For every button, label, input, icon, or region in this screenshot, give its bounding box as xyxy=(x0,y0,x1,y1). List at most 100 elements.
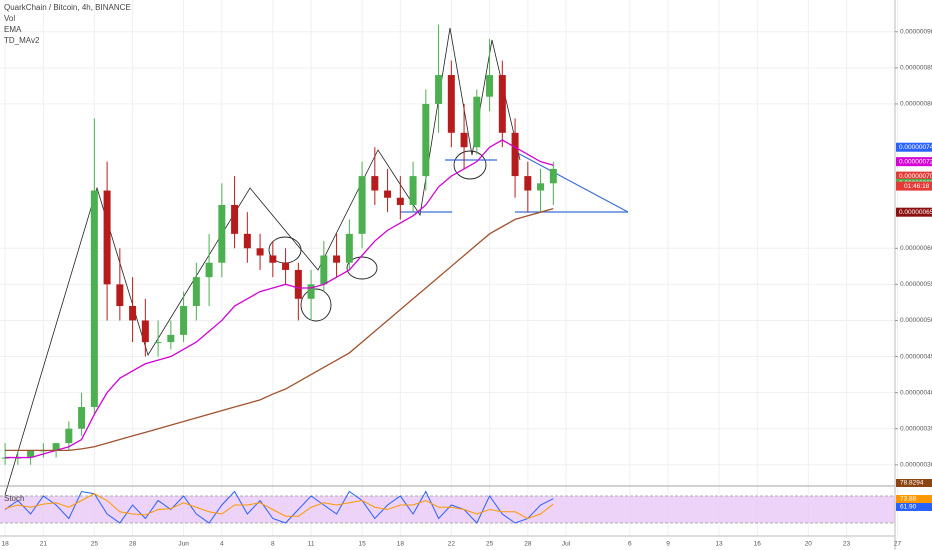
legend-item: EMA xyxy=(4,25,22,34)
candle-body xyxy=(154,342,162,344)
candle-body xyxy=(511,132,519,177)
candle-body xyxy=(90,190,98,408)
candle-body xyxy=(473,96,481,148)
x-tick-label: 8 xyxy=(271,541,275,548)
ma-line xyxy=(5,139,554,459)
candle-body xyxy=(320,255,328,285)
y-tick-label: 0.00000080 xyxy=(900,101,932,108)
y-tick-label: 0.00000050 xyxy=(900,317,932,324)
price-badge-label: 0.00000074 xyxy=(899,144,932,151)
x-tick-label: 4 xyxy=(220,541,224,548)
candle-body xyxy=(129,306,137,321)
x-tick-label: 25 xyxy=(486,541,494,548)
price-badge xyxy=(896,142,932,152)
price-badge-label: 0.00000070 xyxy=(899,173,932,180)
stoch-badge-label: 61.90 xyxy=(900,504,917,511)
x-tick-label: 23 xyxy=(843,541,851,548)
drawings xyxy=(4,27,629,496)
candle-body xyxy=(549,168,557,184)
candle-body xyxy=(333,255,341,263)
legend: QuarkChain / Bitcoin, 4h, BINANCE Vol EM… xyxy=(4,3,131,503)
y-tick-label: 0.00000030 xyxy=(900,462,932,469)
x-tick-label: 9 xyxy=(666,541,670,548)
candle-body xyxy=(205,262,213,278)
candle-body xyxy=(78,407,86,429)
countdown-label: 01:46:18 xyxy=(904,183,930,190)
y-tick-label: 0.00000040 xyxy=(900,389,932,396)
y-tick-label: 0.00000085 xyxy=(900,65,932,72)
y-tick-label: 0.00000035 xyxy=(900,425,932,432)
candle-body xyxy=(65,428,73,444)
candle-body xyxy=(27,450,35,458)
y-tick-label: 0.00000045 xyxy=(900,353,932,360)
candle-body xyxy=(307,284,315,299)
candle-body xyxy=(345,233,353,263)
candle-body xyxy=(447,75,455,133)
x-tick-label: 18 xyxy=(397,541,405,548)
candle-body xyxy=(294,269,302,299)
candle-body xyxy=(409,176,417,205)
candle-body xyxy=(396,197,404,205)
candle-body xyxy=(192,277,200,307)
x-tick-label: 27 xyxy=(894,541,902,548)
candle-body xyxy=(460,132,468,148)
x-tick-label: 13 xyxy=(715,541,723,548)
stoch-badge-label: 78.8294 xyxy=(900,480,924,487)
x-tick-label: Jul xyxy=(562,541,571,548)
candle-body xyxy=(358,176,366,234)
price-badge-label: 0.00000072 xyxy=(899,158,932,165)
candle-body xyxy=(435,75,443,104)
price-badge xyxy=(896,157,932,167)
candle-body xyxy=(524,176,532,191)
x-tick-label: Jun xyxy=(178,541,189,548)
x-tick-label: 6 xyxy=(628,541,632,548)
x-tick-label: 11 xyxy=(308,541,315,548)
price-badge xyxy=(896,207,932,217)
stoch-badge-label: 73.88 xyxy=(900,496,917,503)
plot xyxy=(0,24,895,524)
candle-body xyxy=(282,262,290,270)
circle-annotation xyxy=(453,150,487,180)
price-badge-label: 0.00000065 xyxy=(899,209,932,216)
candle-body xyxy=(52,443,60,451)
stoch-label: Stoch xyxy=(4,494,24,503)
x-tick-label: 20 xyxy=(805,541,813,548)
candle-body xyxy=(141,320,149,343)
x-tick-label: 15 xyxy=(358,541,366,548)
candle-body xyxy=(231,204,239,234)
candle-body xyxy=(384,190,392,198)
x-tick-label: 21 xyxy=(40,541,48,548)
x-tick-label: 16 xyxy=(754,541,762,548)
candle-body xyxy=(486,75,494,97)
candle-body xyxy=(243,233,251,249)
chart-title: QuarkChain / Bitcoin, 4h, BINANCE xyxy=(4,3,131,12)
candle-body xyxy=(180,306,188,335)
x-tick-label: 22 xyxy=(448,541,456,548)
stoch-badge xyxy=(896,495,932,503)
ma-line xyxy=(5,207,554,452)
legend-item: Vol xyxy=(4,14,15,23)
circle-annotation xyxy=(300,288,332,322)
triangle-line xyxy=(511,149,629,213)
candle-body xyxy=(422,103,430,177)
candle-body xyxy=(116,284,124,307)
candle-body xyxy=(371,176,379,191)
stoch-line xyxy=(4,493,554,520)
candle-body xyxy=(103,190,111,285)
x-tick-label: 18 xyxy=(1,541,9,548)
y-tick-label: 0.00000055 xyxy=(900,281,932,288)
circle-annotation xyxy=(346,256,378,280)
candle-body xyxy=(537,183,545,191)
x-tick-label: 28 xyxy=(524,541,532,548)
x-tick-label: 28 xyxy=(129,541,137,548)
countdown-badge xyxy=(896,181,932,191)
stoch-badge xyxy=(896,479,932,487)
candle-body xyxy=(167,334,175,343)
candle-body xyxy=(218,204,226,263)
candle-body xyxy=(256,248,264,256)
stoch-badge xyxy=(896,503,932,511)
x-tick-label: 25 xyxy=(91,541,99,548)
candle-body xyxy=(498,75,506,133)
